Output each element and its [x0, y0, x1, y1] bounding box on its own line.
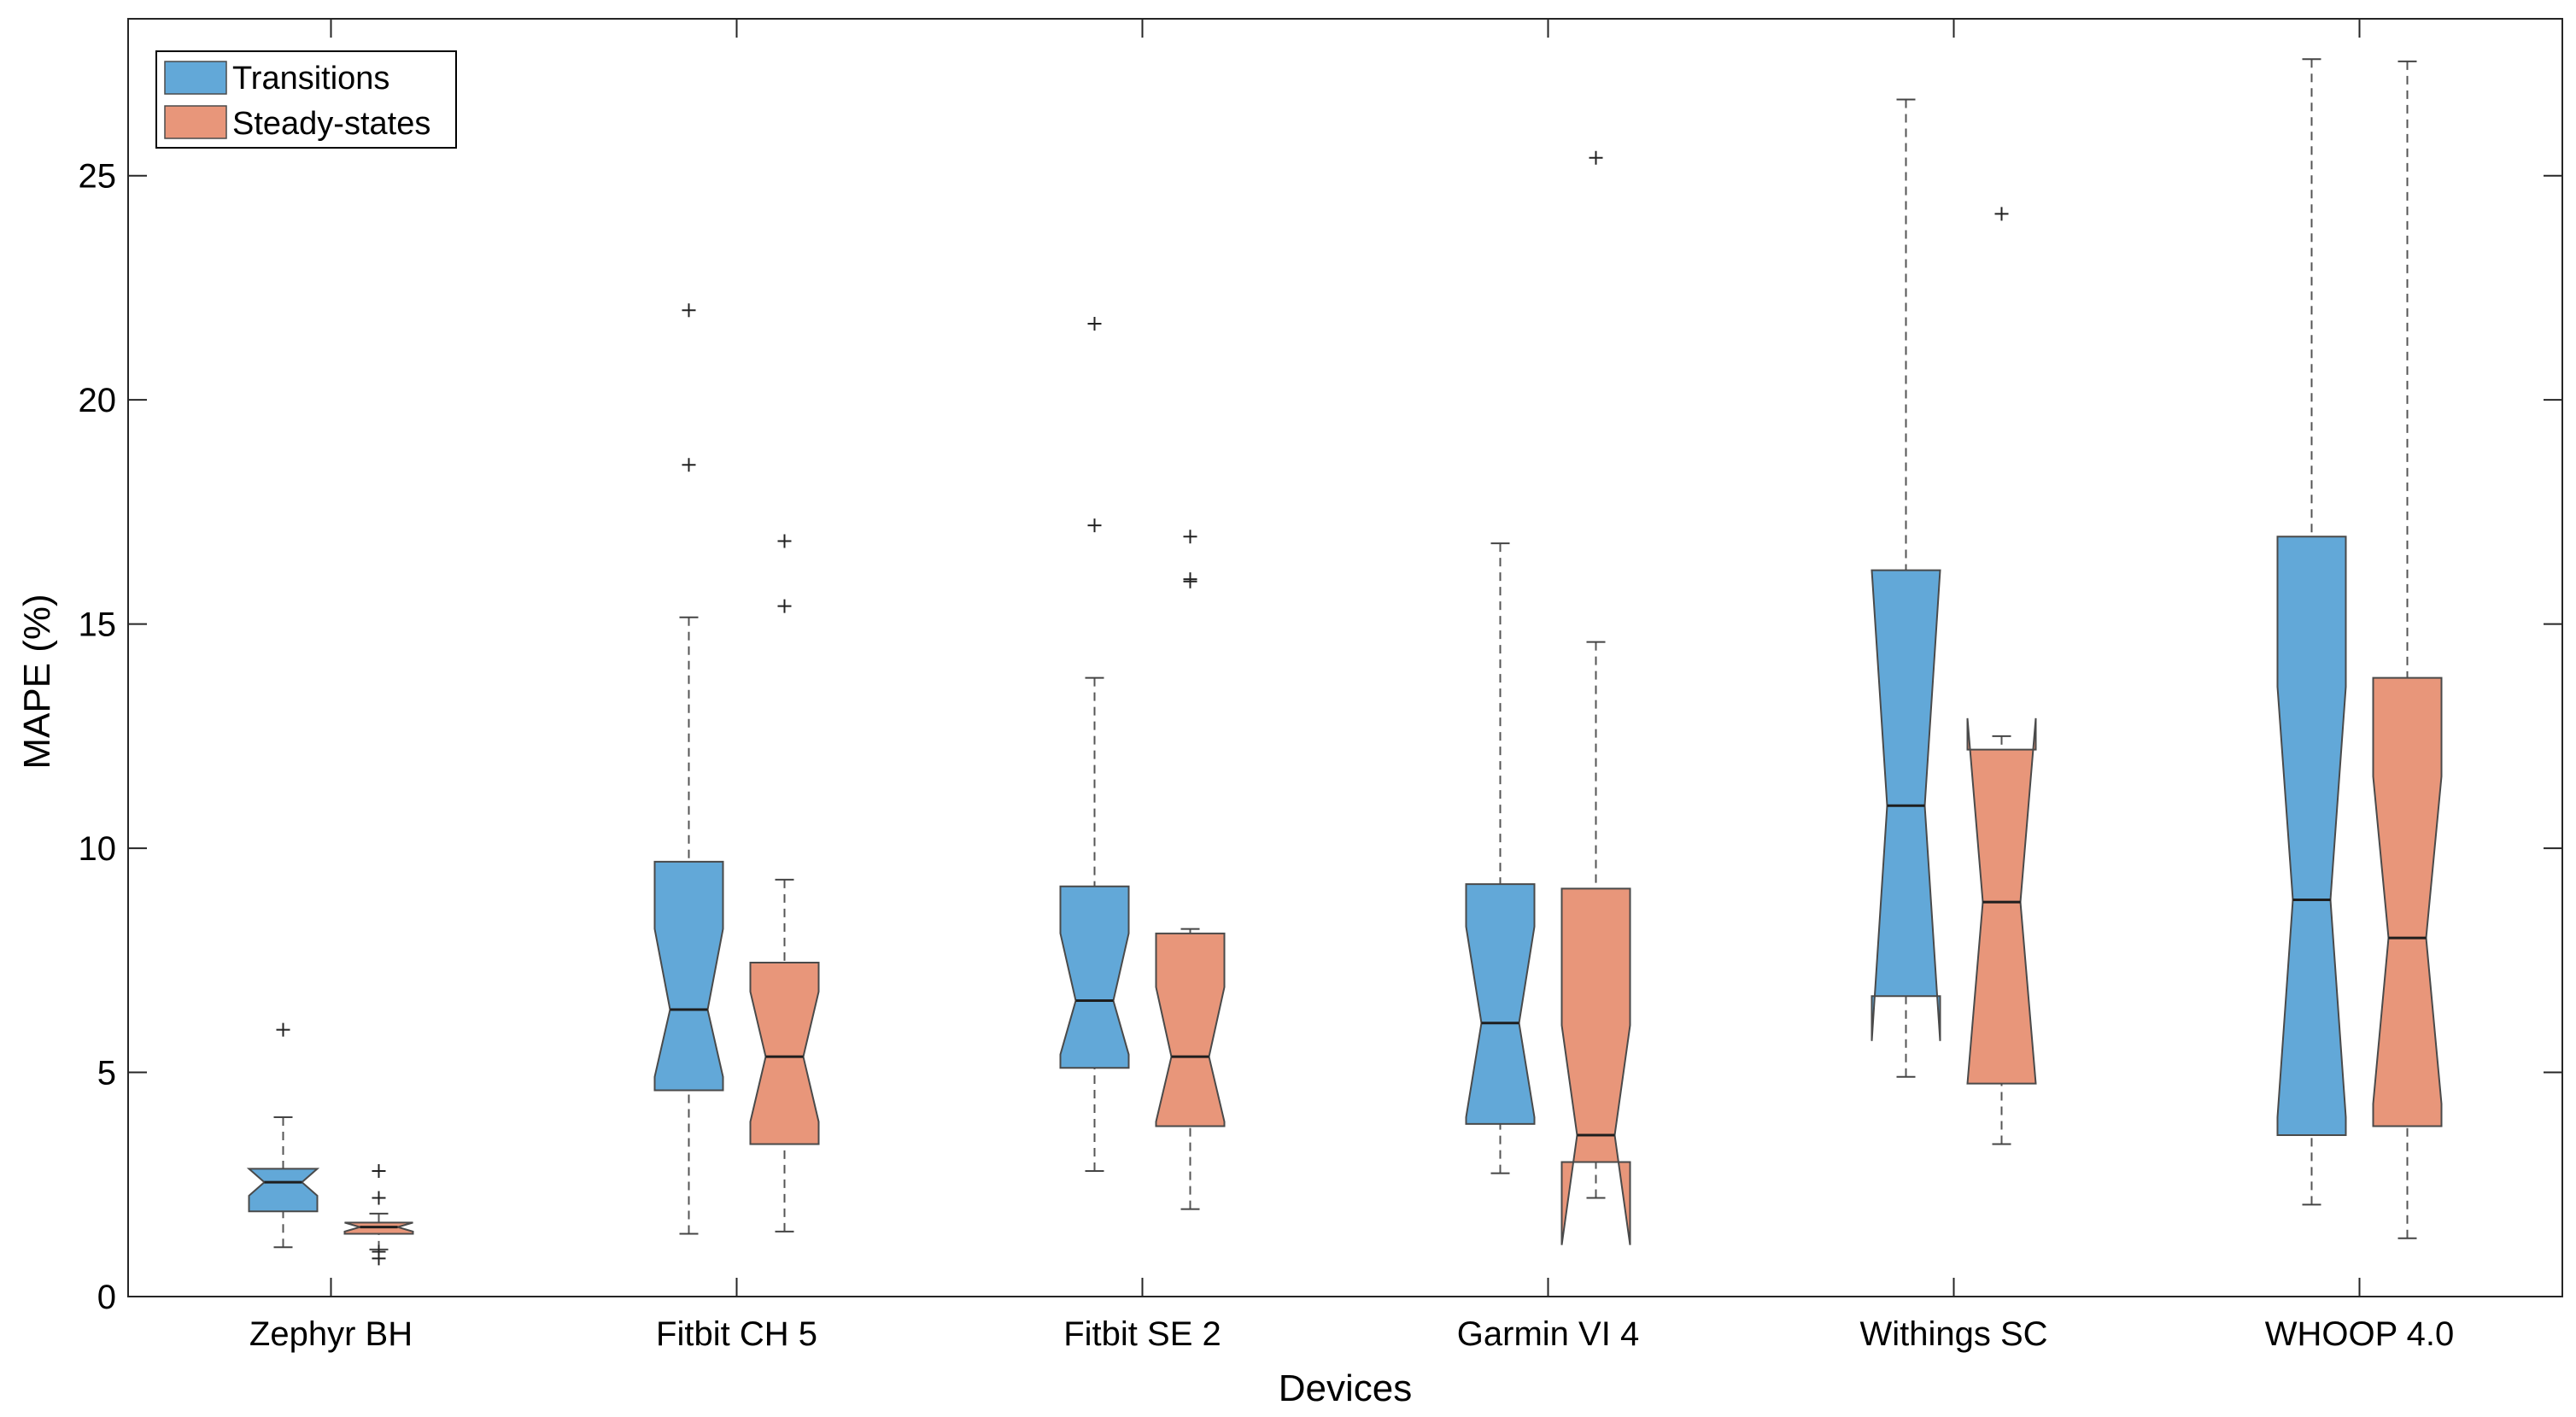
y-tick-label: 15	[79, 606, 117, 644]
y-axis-title: MAPE (%)	[16, 594, 58, 769]
box-whoop-4-0-transitions	[2276, 58, 2347, 1206]
outlier-marker	[276, 1022, 290, 1037]
x-axis: Zephyr BH Fitbit CH 5 Fitbit SE 2 Garmin VI…	[249, 19, 2454, 1353]
box-fitbit-ch-5-transitions	[653, 303, 724, 1235]
x-tick-label: Zephyr BH	[249, 1315, 413, 1353]
x-tick-label: Fitbit CH 5	[656, 1315, 817, 1353]
outlier-marker	[1994, 207, 2009, 221]
plot-frame	[127, 18, 2563, 1297]
y-tick-label: 0	[97, 1279, 116, 1316]
notched-box	[1059, 885, 1130, 1069]
outlier-marker	[372, 1244, 386, 1259]
x-tick-label: Fitbit SE 2	[1063, 1315, 1221, 1353]
outlier-marker	[777, 599, 792, 613]
y-tick-label: 10	[79, 830, 117, 868]
box-fitbit-se-2-transitions	[1059, 316, 1130, 1173]
notched-box	[1155, 932, 1226, 1127]
notched-box	[2372, 676, 2443, 1127]
plot-area	[127, 18, 2563, 1297]
notched-box	[1465, 883, 1536, 1125]
notched-box	[2276, 536, 2347, 1137]
box-garmin-vi-4-transitions	[1465, 542, 1536, 1174]
x-tick-label: Withings SC	[1859, 1315, 2047, 1353]
notched-box	[246, 1168, 320, 1213]
outlier-marker	[682, 303, 696, 318]
outlier-marker	[1087, 316, 1102, 331]
box-withings-sc-transitions	[1871, 98, 1941, 1078]
y-tick-label: 20	[79, 382, 117, 419]
outlier-marker	[372, 1164, 386, 1179]
x-axis-title: Devices	[1279, 1367, 1413, 1409]
box-zephyr-bh-transitions	[246, 1022, 320, 1249]
legend: Transitions Steady-states	[155, 50, 457, 149]
box-groups	[246, 58, 2443, 1266]
box-fitbit-ch-5-steady-states	[749, 534, 820, 1233]
outlier-marker	[777, 534, 792, 548]
box-withings-sc-steady-states	[1966, 207, 2037, 1145]
notched-box	[653, 860, 724, 1092]
x-tick-label: WHOOP 4.0	[2265, 1315, 2455, 1353]
notched-box	[749, 961, 820, 1145]
outlier-marker	[1087, 518, 1102, 533]
outlier-marker	[1589, 150, 1603, 165]
box-fitbit-se-2-steady-states	[1155, 530, 1226, 1210]
outlier-marker	[682, 458, 696, 472]
y-tick-label: 25	[79, 158, 117, 196]
box-garmin-vi-4-steady-states	[1560, 150, 1631, 1245]
y-axis: 0 5 10 15 20 25	[79, 158, 2562, 1316]
y-tick-label: 5	[97, 1055, 116, 1092]
x-tick-label: Garmin VI 4	[1457, 1315, 1639, 1353]
box-zephyr-bh-steady-states	[343, 1164, 414, 1266]
outlier-marker	[1183, 530, 1197, 544]
outlier-marker	[1183, 572, 1197, 587]
outlier-marker	[372, 1191, 386, 1205]
legend-swatch-transitions	[164, 61, 227, 95]
legend-swatch-steady-states	[164, 105, 227, 139]
legend-label-steady-states: Steady-states	[232, 106, 430, 142]
notched-box	[1560, 887, 1631, 1245]
box-whoop-4-0-steady-states	[2372, 60, 2443, 1239]
legend-label-transitions: Transitions	[232, 61, 389, 97]
